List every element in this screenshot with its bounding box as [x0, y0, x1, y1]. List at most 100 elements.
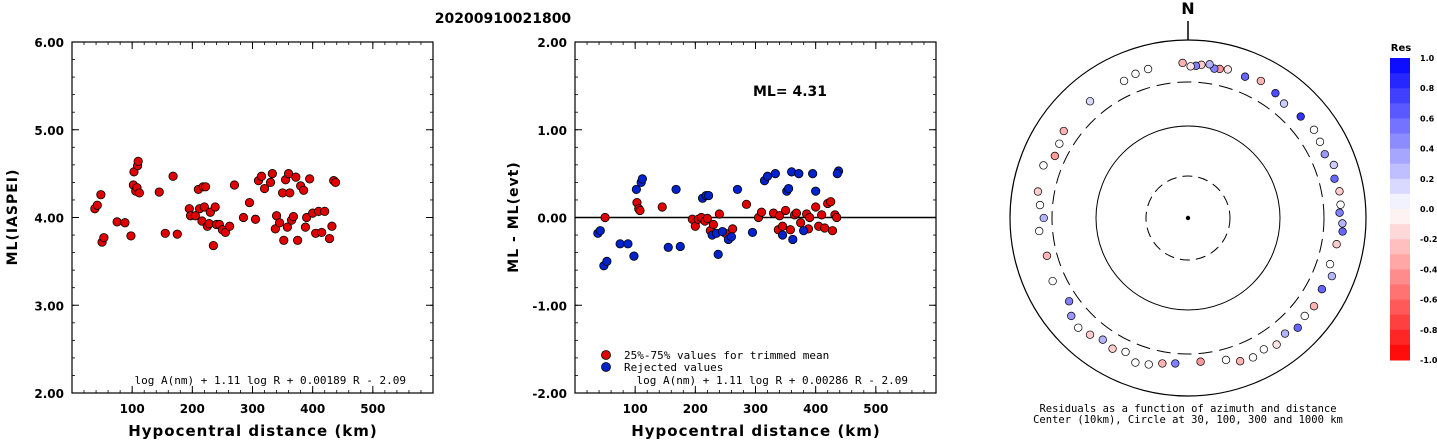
data-point	[134, 188, 144, 198]
station-residual	[1033, 187, 1043, 196]
data-point	[126, 231, 136, 241]
colorbar-cell	[1390, 58, 1410, 74]
middle-ytick-label: -1.00	[532, 299, 567, 313]
colorbar-cell	[1390, 73, 1410, 89]
left-axis-ticks: 100 200 300 400 500 2.00 3.00 4.00 5.00 6.00	[34, 36, 434, 416]
middle-xtick-label: 100	[623, 402, 648, 416]
data-point	[172, 229, 182, 239]
data-point	[291, 172, 301, 182]
station-residual	[1108, 344, 1117, 353]
station-residual	[1039, 213, 1048, 223]
trimmed-point	[820, 223, 830, 233]
rejected-point	[623, 239, 633, 249]
middle-ytick-label: 2.00	[537, 36, 567, 50]
epicenter-dot	[1185, 215, 1191, 221]
data-point	[285, 188, 295, 198]
station-residual	[1335, 187, 1344, 196]
rejected-point	[703, 190, 714, 201]
data-point	[324, 233, 335, 244]
station-residual	[1050, 151, 1060, 161]
trimmed-point	[600, 212, 610, 223]
station-residual	[1320, 150, 1329, 159]
station-residual	[1338, 219, 1347, 228]
station-residual	[1055, 139, 1064, 148]
station-residual	[1223, 65, 1232, 74]
station-residual	[1256, 76, 1266, 86]
data-point	[168, 171, 178, 181]
trimmed-point	[657, 202, 667, 212]
colorbar-cell	[1390, 239, 1410, 255]
trimmed-point	[714, 209, 725, 219]
colorbar-tick-label: 0.6	[1420, 114, 1435, 123]
left-formula: log A(nm) + 1.11 log R + 0.00189 R - 2.0…	[134, 374, 406, 387]
rejected-point	[832, 169, 842, 179]
station-residual	[1315, 137, 1325, 146]
data-point	[250, 214, 261, 224]
north-label: N	[1181, 0, 1194, 18]
station-residual	[1064, 297, 1074, 306]
left-plot: 100 200 300 400 500 2.00 3.00 4.00 5.00 6.00 log …	[5, 36, 434, 440]
data-point	[190, 211, 200, 221]
rejected-point	[675, 241, 685, 252]
station-residual	[1309, 125, 1319, 134]
legend-trimmed-marker	[601, 350, 611, 360]
colorbar-tick-label: -1.0	[1420, 356, 1437, 365]
station-residual	[1279, 99, 1289, 108]
station-residual	[1272, 340, 1281, 349]
ring-300km	[1051, 81, 1325, 355]
station-residual	[1332, 240, 1341, 249]
data-point	[330, 177, 341, 187]
rejected-point	[747, 227, 758, 238]
middle-ytick-label: -2.00	[532, 387, 567, 401]
trimmed-point	[791, 208, 802, 218]
colorbar-tick-label: -0.6	[1420, 296, 1437, 305]
colorbar-cell	[1390, 193, 1410, 210]
station-residual	[1121, 347, 1130, 357]
station-residual	[1329, 160, 1338, 170]
colorbar-cell	[1390, 148, 1410, 165]
data-point	[265, 177, 276, 187]
data-point	[293, 235, 303, 245]
station-residual	[1131, 358, 1140, 367]
station-residual	[1309, 302, 1319, 311]
colorbar-cell	[1390, 178, 1410, 195]
rejected-point	[799, 226, 809, 236]
station-residual	[1039, 161, 1048, 170]
left-xlabel: Hypocentral distance (km)	[128, 422, 378, 440]
colorbar-tick-label: 0.0	[1420, 205, 1435, 214]
station-residual	[1221, 355, 1231, 365]
colorbar-cells	[1390, 58, 1410, 361]
trimmed-point	[728, 224, 738, 234]
middle-xtick-label: 400	[803, 402, 828, 416]
colorbar: Res 1.0 0.8 0.6 0.4 0.2 0.0 -0.2 -0.4 -0.6 -0.8 -1…	[1390, 43, 1437, 365]
trimmed-point	[756, 207, 767, 217]
middle-xtick-label: 200	[683, 402, 708, 416]
data-point	[279, 235, 289, 245]
rejected-point	[602, 256, 612, 266]
station-residual	[1205, 60, 1214, 69]
polar-caption-2: Center (10km), Circle at 30, 100, 300 an…	[1033, 414, 1343, 426]
ring-1000km	[1009, 39, 1367, 397]
rejected-point	[783, 183, 794, 194]
rejected-point	[732, 184, 743, 195]
station-residual	[1144, 360, 1153, 369]
station-residual	[1293, 323, 1302, 332]
rejected-point	[762, 171, 773, 181]
station-residual	[1296, 112, 1305, 121]
colorbar-cell	[1390, 209, 1410, 225]
trimmed-point	[805, 212, 815, 223]
station-residual	[1271, 89, 1280, 98]
data-point	[274, 218, 285, 228]
rejected-point	[637, 174, 647, 184]
data-point	[238, 212, 249, 223]
colorbar-tick-label: 0.2	[1420, 175, 1434, 184]
rejected-point	[713, 249, 723, 259]
station-residual	[1085, 330, 1095, 339]
colorbar-cell	[1390, 299, 1410, 316]
data-point	[317, 227, 327, 238]
colorbar-tick-label: -0.8	[1420, 326, 1437, 335]
event-title: 20200910021800	[435, 11, 572, 27]
station-residual	[1330, 174, 1339, 183]
left-xtick-label: 100	[120, 402, 145, 416]
colorbar-cell	[1390, 224, 1410, 240]
